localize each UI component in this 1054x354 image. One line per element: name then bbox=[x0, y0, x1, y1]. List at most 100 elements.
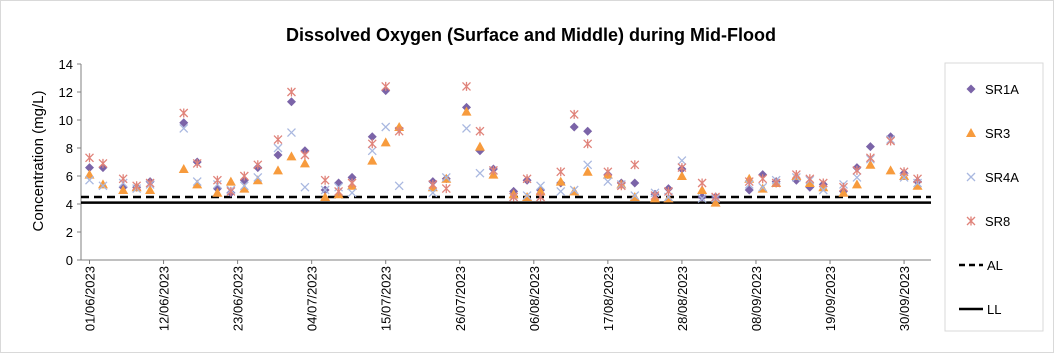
data-point-sr3 bbox=[252, 175, 263, 185]
data-point-sr4a bbox=[522, 191, 532, 201]
data-point-sr4a bbox=[300, 182, 310, 192]
data-point-sr8 bbox=[132, 181, 142, 191]
data-point-sr8 bbox=[226, 186, 236, 196]
data-point-sr4a bbox=[367, 146, 377, 156]
data-point-sr3 bbox=[320, 192, 331, 201]
data-point-sr1a bbox=[179, 118, 189, 128]
data-point-sr8 bbox=[663, 186, 673, 196]
legend-label-al: AL bbox=[987, 258, 1003, 273]
x-tick-label: 26/07/2023 bbox=[453, 266, 468, 331]
data-point-sr4a bbox=[758, 182, 768, 192]
legend-marker-sr1a bbox=[966, 84, 976, 94]
data-point-sr8 bbox=[852, 165, 862, 175]
y-tick-label: 4 bbox=[66, 197, 73, 212]
data-point-sr3 bbox=[885, 165, 896, 175]
data-point-sr8 bbox=[273, 135, 283, 145]
y-axis-title: Concentration (mg/L) bbox=[30, 91, 47, 232]
data-point-sr8 bbox=[192, 158, 202, 168]
x-tick-label: 08/09/2023 bbox=[749, 266, 764, 331]
data-point-sr1a bbox=[583, 126, 593, 136]
data-point-sr4a bbox=[381, 122, 391, 132]
data-point-sr8 bbox=[428, 179, 438, 189]
y-tick-label: 0 bbox=[66, 253, 73, 268]
data-point-sr4a bbox=[98, 181, 108, 191]
data-point-sr4a bbox=[630, 191, 640, 201]
data-point-sr8 bbox=[320, 175, 330, 185]
data-point-sr4a bbox=[583, 160, 593, 170]
data-point-sr4a bbox=[852, 172, 862, 182]
data-point-sr4a bbox=[347, 188, 357, 198]
data-point-sr1a bbox=[286, 97, 296, 107]
data-point-sr8 bbox=[865, 153, 875, 163]
legend-label-sr4a: SR4A bbox=[985, 170, 1019, 185]
data-point-sr1a bbox=[569, 122, 579, 132]
data-point-sr8 bbox=[758, 174, 768, 184]
data-point-sr4a bbox=[192, 177, 202, 187]
data-point-sr4a bbox=[320, 185, 330, 195]
y-tick-label: 10 bbox=[59, 113, 73, 128]
data-point-sr8 bbox=[179, 108, 189, 118]
data-point-sr3 bbox=[239, 183, 250, 193]
data-point-sr8 bbox=[536, 192, 546, 202]
data-point-sr3 bbox=[367, 155, 378, 165]
data-point-sr3 bbox=[225, 176, 236, 186]
data-point-sr4a bbox=[253, 172, 263, 182]
data-point-sr8 bbox=[677, 163, 687, 173]
data-point-sr8 bbox=[711, 192, 721, 202]
data-point-sr8 bbox=[287, 87, 296, 97]
legend-label-sr1a: SR1A bbox=[985, 82, 1019, 97]
x-tick-label: 01/06/2023 bbox=[83, 266, 98, 331]
data-point-sr3 bbox=[838, 187, 849, 197]
data-point-sr8 bbox=[118, 174, 128, 184]
x-tick-label: 19/09/2023 bbox=[823, 266, 838, 331]
data-point-sr4a bbox=[677, 156, 687, 166]
data-point-sr8 bbox=[441, 184, 451, 194]
data-point-sr8 bbox=[630, 160, 640, 170]
data-point-sr1a bbox=[273, 150, 283, 160]
y-tick-label: 14 bbox=[59, 57, 73, 72]
data-point-sr8 bbox=[334, 186, 344, 196]
data-point-sr4a bbox=[462, 123, 471, 133]
data-point-sr1a bbox=[347, 172, 357, 182]
data-point-sr8 bbox=[616, 181, 626, 191]
data-point-sr8 bbox=[475, 126, 485, 136]
legend-box bbox=[944, 62, 1044, 332]
data-point-sr8 bbox=[771, 178, 781, 188]
data-point-sr4a bbox=[287, 128, 296, 138]
legend-marker-sr8 bbox=[966, 216, 976, 226]
data-point-sr8 bbox=[367, 139, 377, 149]
data-point-sr4a bbox=[818, 185, 828, 195]
data-point-sr8 bbox=[913, 174, 922, 184]
legend-label-ll: LL bbox=[987, 302, 1001, 317]
data-point-sr8 bbox=[886, 136, 896, 146]
data-point-sr3 bbox=[192, 179, 203, 189]
legend: SR1A SR3 SR4A SR8 AL LL bbox=[944, 62, 1044, 332]
data-point-sr4a bbox=[441, 172, 451, 182]
data-point-sr3 bbox=[461, 106, 472, 116]
x-tick-label: 06/08/2023 bbox=[527, 266, 542, 331]
x-tick-label: 12/06/2023 bbox=[157, 266, 172, 331]
chart-title: Dissolved Oxygen (Surface and Middle) du… bbox=[286, 25, 776, 45]
y-tick-label: 2 bbox=[66, 225, 73, 240]
data-point-sr3 bbox=[912, 180, 923, 190]
data-point-sr8 bbox=[697, 178, 707, 188]
data-point-sr3 bbox=[697, 185, 708, 194]
data-point-sr8 bbox=[818, 178, 828, 188]
data-point-sr3 bbox=[299, 158, 310, 168]
x-tick-label: 15/07/2023 bbox=[379, 266, 394, 331]
data-point-sr3 bbox=[97, 179, 108, 189]
data-point-sr8 bbox=[805, 174, 815, 184]
data-point-sr4a bbox=[569, 185, 579, 195]
data-point-sr1a bbox=[85, 163, 94, 173]
data-point-sr8 bbox=[98, 158, 108, 168]
legend-label-sr3: SR3 bbox=[985, 126, 1010, 141]
legend-marker-sr3 bbox=[966, 128, 976, 137]
data-point-sr3 bbox=[178, 164, 189, 173]
data-point-sr3 bbox=[212, 187, 223, 197]
data-point-sr4a bbox=[394, 181, 404, 191]
data-point-sr8 bbox=[650, 191, 660, 201]
data-point-sr8 bbox=[394, 126, 404, 136]
x-tick-label: 04/07/2023 bbox=[305, 266, 320, 331]
